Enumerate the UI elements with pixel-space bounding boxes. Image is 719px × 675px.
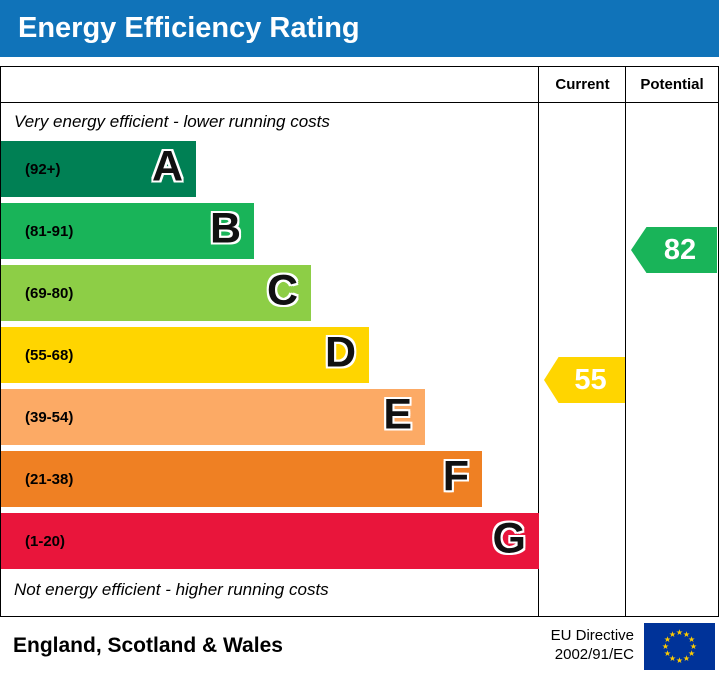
svg-text:★: ★ — [688, 649, 695, 658]
eu-flag-icon: ★ ★ ★ ★ ★ ★ ★ ★ ★ ★ ★ ★ — [644, 622, 715, 670]
svg-text:★: ★ — [664, 649, 671, 658]
bottom-note: Not energy efficient - higher running co… — [14, 580, 329, 599]
band-g-letter: G — [492, 514, 526, 563]
svg-text:★: ★ — [669, 629, 676, 638]
potential-rating-value: 82 — [663, 233, 697, 266]
eu-directive-line2: 2002/91/EC — [554, 646, 634, 663]
band-a-range: (92+) — [25, 160, 61, 178]
svg-text:★: ★ — [669, 654, 676, 663]
band-c: (69-80) C — [1, 265, 311, 321]
svg-text:★: ★ — [664, 635, 671, 644]
band-c-range: (69-80) — [25, 284, 74, 302]
column-header-potential: Potential — [640, 76, 704, 93]
svg-text:★: ★ — [683, 654, 690, 663]
chart-header-row: Current Potential — [1, 67, 718, 103]
svg-text:★: ★ — [690, 642, 697, 651]
band-f: (21-38) F — [1, 451, 482, 507]
svg-text:★: ★ — [688, 635, 695, 644]
svg-text:★: ★ — [676, 628, 683, 637]
band-f-range: (21-38) — [25, 470, 74, 488]
band-e-range: (39-54) — [25, 408, 74, 426]
eu-directive-label: EU Directive 2002/91/EC — [551, 627, 634, 665]
band-b-range: (81-91) — [25, 222, 74, 240]
band-d-letter: D — [324, 328, 356, 377]
svg-text:★: ★ — [676, 656, 683, 665]
column-divider-potential — [625, 67, 626, 616]
band-g-range: (1-20) — [25, 532, 66, 550]
eu-directive-line1: EU Directive — [550, 627, 634, 645]
band-a-letter: A — [151, 142, 183, 191]
chart-box: Current Potential Very energy efficient … — [0, 66, 719, 617]
column-header-current: Current — [555, 76, 610, 93]
current-rating-arrow: 55 — [544, 357, 625, 403]
potential-rating-arrow: 82 — [631, 227, 717, 273]
current-rating-value: 55 — [574, 363, 607, 396]
band-a: (92+) A — [1, 141, 196, 197]
page-title: Energy Efficiency Rating — [0, 0, 719, 57]
svg-text:★: ★ — [662, 642, 669, 651]
footer-region-label: England, Scotland & Wales — [13, 634, 283, 657]
top-note: Very energy efficient - lower running co… — [14, 112, 330, 131]
band-b-letter: B — [209, 204, 241, 253]
band-b: (81-91) B — [1, 203, 254, 259]
footer: England, Scotland & Wales EU Directive 2… — [0, 617, 719, 675]
band-e-letter: E — [383, 390, 412, 439]
band-e: (39-54) E — [1, 389, 425, 445]
band-c-letter: C — [266, 266, 298, 315]
column-divider-current — [538, 67, 539, 616]
chart-body: Very energy efficient - lower running co… — [1, 104, 718, 616]
band-f-letter: F — [442, 452, 469, 501]
band-d-range: (55-68) — [25, 346, 74, 364]
band-d: (55-68) D — [1, 327, 369, 383]
svg-text:★: ★ — [683, 629, 690, 638]
band-g: (1-20) G — [1, 513, 539, 569]
